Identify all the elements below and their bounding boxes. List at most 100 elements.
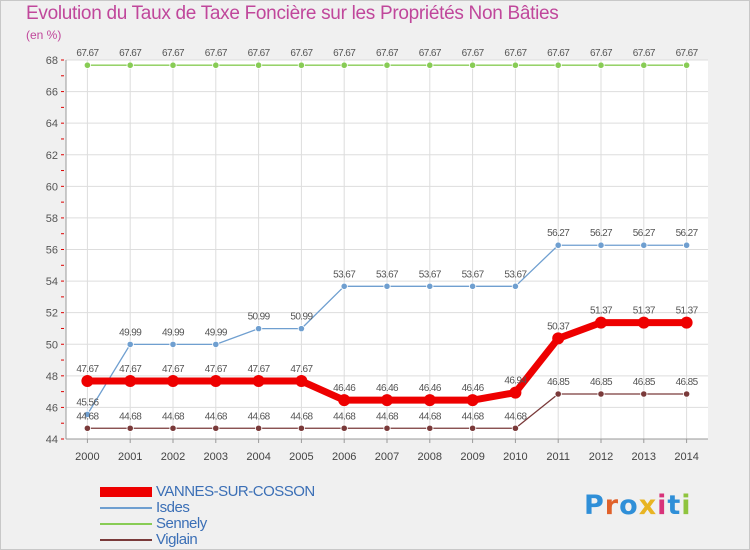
data-label: 49.99 xyxy=(119,327,142,338)
data-point xyxy=(212,61,220,69)
x-tick-label: 2011 xyxy=(546,451,570,463)
y-tick-label: 54 xyxy=(46,276,58,288)
x-tick-label: 2009 xyxy=(460,451,484,463)
legend-label: Isdes xyxy=(156,499,190,516)
data-label: 49.99 xyxy=(162,327,185,338)
data-label: 47.67 xyxy=(162,364,185,375)
data-label: 51.37 xyxy=(633,306,656,317)
data-label: 47.67 xyxy=(119,364,142,375)
data-label: 67.67 xyxy=(547,48,570,59)
data-point xyxy=(423,394,436,407)
data-point xyxy=(511,424,520,432)
x-tick-label: 2006 xyxy=(332,451,356,463)
y-tick-label: 50 xyxy=(46,339,58,351)
data-point xyxy=(511,282,520,290)
data-label: 67.67 xyxy=(419,48,442,59)
data-point xyxy=(297,61,305,69)
data-label: 67.67 xyxy=(504,48,527,59)
data-point xyxy=(637,316,650,329)
data-point xyxy=(682,390,691,398)
data-label: 44.68 xyxy=(333,411,356,422)
data-point xyxy=(295,375,308,388)
legend-item-vannes[interactable]: VANNES-SUR-COSSON xyxy=(100,484,315,500)
data-point xyxy=(126,424,134,432)
data-label: 45.56 xyxy=(76,397,99,408)
data-point xyxy=(338,394,351,407)
data-point xyxy=(468,282,477,290)
x-tick-label: 2008 xyxy=(418,451,442,463)
y-axis-unit: (en %) xyxy=(26,28,62,42)
data-label: 44.68 xyxy=(205,411,228,422)
data-label: 44.68 xyxy=(162,411,185,422)
y-tick-label: 52 xyxy=(46,308,58,320)
data-label: 53.67 xyxy=(504,269,527,280)
data-point xyxy=(83,61,92,69)
x-tick-label: 2002 xyxy=(161,451,185,463)
logo-letter: r xyxy=(604,490,620,521)
data-label: 44.68 xyxy=(504,411,527,422)
logo-letter: i xyxy=(657,490,668,521)
legend-swatch xyxy=(100,539,152,541)
data-label: 46.46 xyxy=(419,383,442,394)
y-tick-label: 56 xyxy=(46,245,58,257)
data-point xyxy=(640,390,648,398)
data-point xyxy=(383,424,391,432)
data-label: 44.68 xyxy=(76,411,99,422)
legend-item-viglain[interactable]: Viglain xyxy=(100,532,315,548)
data-label: 44.68 xyxy=(248,411,271,422)
data-point xyxy=(597,390,605,398)
data-point xyxy=(466,394,479,407)
data-point xyxy=(209,375,222,388)
data-label: 46.85 xyxy=(676,377,699,388)
data-label: 67.67 xyxy=(676,48,699,59)
data-label: 49.99 xyxy=(205,327,228,338)
data-point xyxy=(340,282,348,290)
data-label: 53.67 xyxy=(419,269,442,280)
data-point xyxy=(640,61,648,69)
data-point xyxy=(682,61,691,69)
data-label: 47.67 xyxy=(248,364,271,375)
data-point xyxy=(81,375,94,388)
y-tick-label: 62 xyxy=(46,150,58,162)
chart-title: Evolution du Taux de Taxe Foncière sur l… xyxy=(26,3,559,24)
data-point xyxy=(552,332,565,345)
data-label: 56.27 xyxy=(547,228,570,239)
y-tick-label: 48 xyxy=(46,371,58,383)
data-label: 51.37 xyxy=(590,306,613,317)
data-label: 46.46 xyxy=(462,383,485,394)
data-label: 50.37 xyxy=(547,321,570,332)
x-tick-label: 2012 xyxy=(589,451,613,463)
data-point xyxy=(383,61,391,69)
legend-swatch xyxy=(100,507,152,509)
y-tick-label: 60 xyxy=(46,181,58,193)
y-tick-label: 46 xyxy=(46,402,58,414)
data-point xyxy=(554,241,562,249)
legend-item-sennely[interactable]: Sennely xyxy=(100,516,315,532)
y-tick-label: 58 xyxy=(46,213,58,225)
data-label: 67.67 xyxy=(462,48,485,59)
data-label: 46.85 xyxy=(590,377,613,388)
data-label: 53.67 xyxy=(333,269,356,280)
data-label: 46.94 xyxy=(504,376,527,387)
data-point xyxy=(426,282,434,290)
data-point xyxy=(597,241,605,249)
data-point xyxy=(252,375,265,388)
data-point xyxy=(126,61,134,69)
logo-letter: i xyxy=(681,490,692,521)
data-label: 47.67 xyxy=(205,364,228,375)
data-label: 47.67 xyxy=(76,364,99,375)
x-tick-label: 2003 xyxy=(204,451,228,463)
data-label: 46.85 xyxy=(547,377,570,388)
data-point xyxy=(383,282,391,290)
data-label: 46.85 xyxy=(633,377,656,388)
data-point xyxy=(212,424,220,432)
data-label: 44.68 xyxy=(290,411,313,422)
data-label: 44.68 xyxy=(376,411,399,422)
legend-item-isdes[interactable]: Isdes xyxy=(100,500,315,516)
data-label: 67.67 xyxy=(633,48,656,59)
logo-letter: o xyxy=(619,490,639,521)
y-tick-label: 66 xyxy=(46,87,58,99)
y-tick-label: 44 xyxy=(46,434,58,446)
data-point xyxy=(468,424,477,432)
logo-letter: P xyxy=(584,490,605,521)
